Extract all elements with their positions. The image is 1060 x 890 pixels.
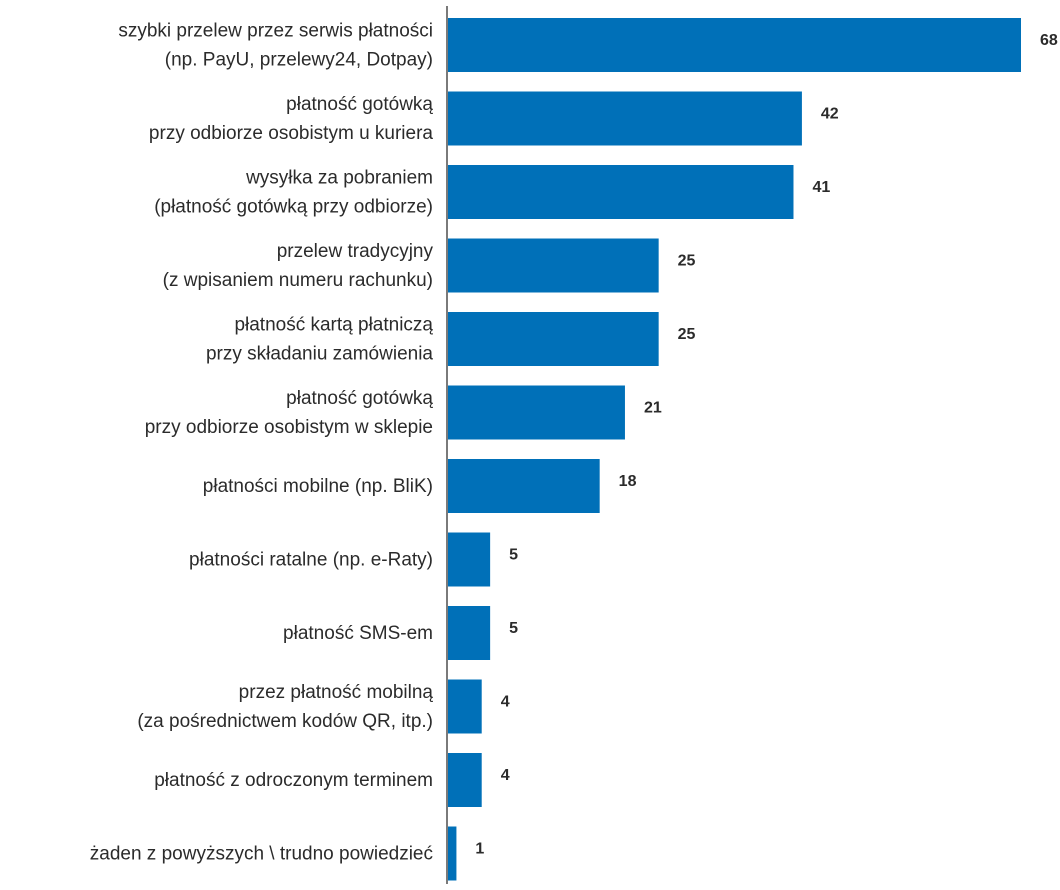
category-label-1-line-0: płatność gotówką bbox=[286, 94, 433, 115]
value-label-10: 4 bbox=[501, 767, 510, 784]
category-label-2: wysyłka za pobraniem (płatność gotówką pr… bbox=[154, 168, 433, 218]
bar-2 bbox=[448, 165, 794, 219]
category-label-10-line-0: płatność z odroczonym terminem bbox=[154, 770, 433, 791]
category-label-7-line-0: płatności ratalne (np. e-Raty) bbox=[189, 550, 433, 571]
value-label-8: 5 bbox=[509, 620, 518, 637]
category-label-10: płatność z odroczonym terminem bbox=[154, 770, 433, 791]
category-label-1-line-1: przy odbiorze osobistym u kuriera bbox=[149, 123, 433, 144]
value-label-2: 41 bbox=[812, 179, 830, 196]
category-label-3-line-1: (z wpisaniem numeru rachunku) bbox=[163, 270, 433, 291]
bar-9 bbox=[448, 679, 482, 734]
bar-3 bbox=[448, 238, 659, 293]
category-label-6: płatności mobilne (np. BliK) bbox=[203, 476, 433, 497]
bar-6 bbox=[448, 459, 600, 513]
value-label-6: 18 bbox=[619, 473, 637, 490]
category-label-2-line-1: (płatność gotówką przy odbiorze) bbox=[154, 197, 433, 218]
category-label-4: płatność kartą płatniczą przy składaniu z… bbox=[206, 315, 433, 365]
category-label-11-line-0: żaden z powyższych \ trudno powiedzieć bbox=[90, 844, 433, 865]
value-label-3: 25 bbox=[678, 253, 696, 270]
value-label-0: 68 bbox=[1040, 32, 1058, 49]
category-label-2-line-0: wysyłka za pobraniem bbox=[245, 168, 433, 189]
category-label-1: płatność gotówką przy odbiorze osobistym … bbox=[149, 94, 433, 144]
bar-10 bbox=[448, 753, 482, 807]
bar-5 bbox=[448, 385, 625, 440]
bar-1 bbox=[448, 91, 802, 146]
category-label-8-line-0: płatność SMS-em bbox=[283, 623, 433, 644]
category-label-9-line-0: przez płatność mobilną bbox=[239, 682, 434, 703]
value-label-4: 25 bbox=[678, 326, 696, 343]
value-label-11: 1 bbox=[475, 841, 484, 858]
bar-11 bbox=[448, 826, 457, 881]
category-label-7: płatności ratalne (np. e-Raty) bbox=[189, 550, 433, 571]
category-label-0-line-0: szybki przelew przez serwis płatności bbox=[118, 21, 433, 42]
value-label-7: 5 bbox=[509, 547, 518, 564]
category-label-0-line-1: (np. PayU, przelewy24, Dotpay) bbox=[165, 50, 433, 71]
category-label-3: przelew tradycyjny (z wpisaniem numeru ra… bbox=[163, 241, 434, 291]
category-label-8: płatność SMS-em bbox=[283, 623, 433, 644]
category-label-11: żaden z powyższych \ trudno powiedzieć bbox=[90, 844, 433, 865]
category-label-4-line-0: płatność kartą płatniczą bbox=[234, 315, 433, 336]
value-label-1: 42 bbox=[821, 106, 839, 123]
category-label-5-line-1: przy odbiorze osobistym w sklepie bbox=[145, 417, 433, 438]
value-label-9: 4 bbox=[501, 694, 510, 711]
bar-4 bbox=[448, 312, 659, 366]
category-label-9: przez płatność mobilną (za pośrednictwem … bbox=[137, 682, 433, 732]
bar-0 bbox=[448, 18, 1021, 72]
category-label-3-line-0: przelew tradycyjny bbox=[277, 241, 434, 262]
category-label-4-line-1: przy składaniu zamówienia bbox=[206, 344, 433, 365]
category-label-9-line-1: (za pośrednictwem kodów QR, itp.) bbox=[137, 711, 433, 732]
category-label-5: płatność gotówką przy odbiorze osobistym … bbox=[145, 388, 434, 438]
category-label-0: szybki przelew przez serwis płatności (np… bbox=[118, 21, 433, 71]
bar-8 bbox=[448, 606, 491, 660]
category-label-5-line-0: płatność gotówką bbox=[286, 388, 433, 409]
value-label-5: 21 bbox=[644, 400, 662, 417]
bar-7 bbox=[448, 532, 491, 587]
category-label-6-line-0: płatności mobilne (np. BliK) bbox=[203, 476, 433, 497]
